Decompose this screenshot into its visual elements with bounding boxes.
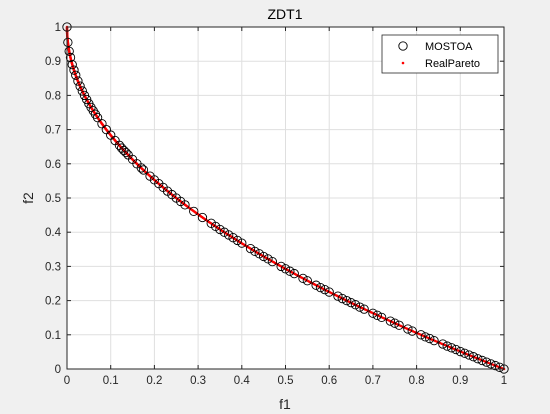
legend-marker-mostoa	[398, 41, 408, 51]
mostoa-point	[390, 318, 400, 328]
mostoa-point	[376, 312, 387, 323]
mostoa-point	[121, 147, 131, 158]
mostoa-point	[460, 348, 470, 358]
mostoa-point	[285, 266, 295, 276]
y-tick-labels: 0 0.1 0.2 0.3 0.4 0.5 0.6 0.7 0.8 0.9 1	[45, 22, 62, 376]
mostoa-point	[333, 291, 343, 301]
mostoa-point	[490, 360, 500, 371]
mostoa-point	[180, 200, 190, 210]
y-tick-label: 0.8	[45, 90, 61, 102]
mostoa-point	[407, 326, 417, 336]
mostoa-point	[346, 298, 356, 308]
mostoa-point	[197, 212, 208, 223]
chart-title: ZDT1	[268, 6, 303, 22]
y-tick-label: 0.7	[45, 125, 61, 137]
y-tick-label: 1	[55, 22, 61, 34]
mostoa-point	[468, 352, 479, 362]
mostoa-point	[403, 324, 413, 334]
y-tick-label: 0.9	[45, 56, 61, 68]
mostoa-point	[446, 343, 457, 353]
legend-label-realpareto: RealPareto	[425, 58, 480, 70]
x-tick-label: 0	[64, 375, 70, 387]
mostoa-point	[302, 276, 312, 286]
mostoa-point	[258, 251, 269, 262]
x-tick-label: 0.8	[409, 375, 425, 387]
y-tick-label: 0.3	[45, 261, 61, 273]
mostoa-point	[73, 76, 83, 86]
x-tick-label: 0.4	[234, 375, 251, 387]
x-tick-label: 0.5	[278, 375, 294, 387]
mostoa-point	[438, 339, 448, 349]
mostoa-point	[337, 293, 347, 304]
mostoa-point	[311, 280, 321, 290]
mostoa-point	[451, 344, 461, 355]
mostoa-point	[75, 81, 85, 91]
mostoa-point	[289, 268, 299, 279]
legend-marker-realpareto	[401, 61, 405, 65]
mostoa-point	[69, 65, 79, 75]
y-axis-label: f2	[20, 192, 36, 204]
mostoa-point	[416, 330, 426, 340]
y-tick-label: 0.4	[45, 227, 62, 239]
mostoa-point	[385, 316, 396, 326]
y-tick-label: 0.2	[45, 296, 61, 308]
mostoa-point	[276, 261, 286, 272]
mostoa-point	[425, 333, 435, 344]
mostoa-point	[464, 350, 474, 360]
x-tick-label: 0.3	[190, 375, 206, 387]
mostoa-point	[237, 238, 247, 248]
mostoa-point	[477, 355, 487, 366]
mostoa-point	[368, 308, 378, 318]
x-tick-label: 0.9	[452, 375, 468, 387]
x-tick-labels: 0 0.1 0.2 0.3 0.4 0.5 0.6 0.7 0.8 0.9 1	[64, 375, 507, 387]
axes-box	[66, 26, 505, 370]
legend-box	[381, 34, 499, 74]
mostoa-point	[324, 287, 334, 297]
x-tick-label: 0.6	[321, 375, 337, 387]
x-tick-label: 0.1	[103, 375, 119, 387]
mostoa-point	[350, 300, 361, 310]
x-tick-label: 0.2	[146, 375, 162, 387]
mostoa-point	[71, 70, 81, 80]
y-tick-label: 0.1	[45, 330, 61, 342]
y-tick-label: 0.5	[45, 193, 61, 205]
mostoa-point	[473, 354, 483, 364]
mostoa-point	[64, 46, 74, 56]
y-tick-label: 0.6	[45, 159, 61, 171]
x-tick-label: 0.7	[365, 375, 381, 387]
mostoa-point	[189, 206, 199, 216]
mostoa-point	[280, 264, 291, 274]
mostoa-point	[481, 357, 492, 367]
mostoa-point	[442, 341, 452, 351]
mostoa-point	[315, 282, 326, 293]
mostoa-point	[267, 256, 278, 267]
mostoa-point	[420, 332, 430, 342]
mostoa-point	[429, 335, 439, 346]
x-axis-label: f1	[279, 396, 291, 412]
mostoa-point	[250, 246, 260, 257]
x-tick-label: 1	[501, 375, 507, 387]
mostoa-point	[320, 285, 330, 295]
mostoa-point	[63, 37, 73, 48]
mostoa-point	[486, 359, 496, 369]
mostoa-point	[67, 59, 77, 70]
mostoa-point	[455, 346, 465, 357]
mostoa-point	[342, 295, 352, 306]
mostoa-point	[77, 86, 87, 96]
mostoa-point	[97, 119, 107, 129]
legend: MOSTOA RealPareto	[381, 34, 499, 74]
y-tick-label: 0	[55, 364, 61, 376]
mostoa-point	[359, 304, 369, 314]
legend-label-mostoa: MOSTOA	[425, 41, 473, 53]
mostoa-point	[65, 52, 76, 63]
mostoa-point	[298, 273, 308, 284]
mostoa-point	[138, 165, 149, 175]
mostoa-point	[355, 302, 365, 312]
mostoa-series	[62, 22, 509, 374]
mostoa-point	[372, 310, 382, 320]
mostoa-point	[136, 163, 146, 173]
mostoa-point	[92, 112, 103, 123]
mostoa-point	[394, 320, 404, 330]
